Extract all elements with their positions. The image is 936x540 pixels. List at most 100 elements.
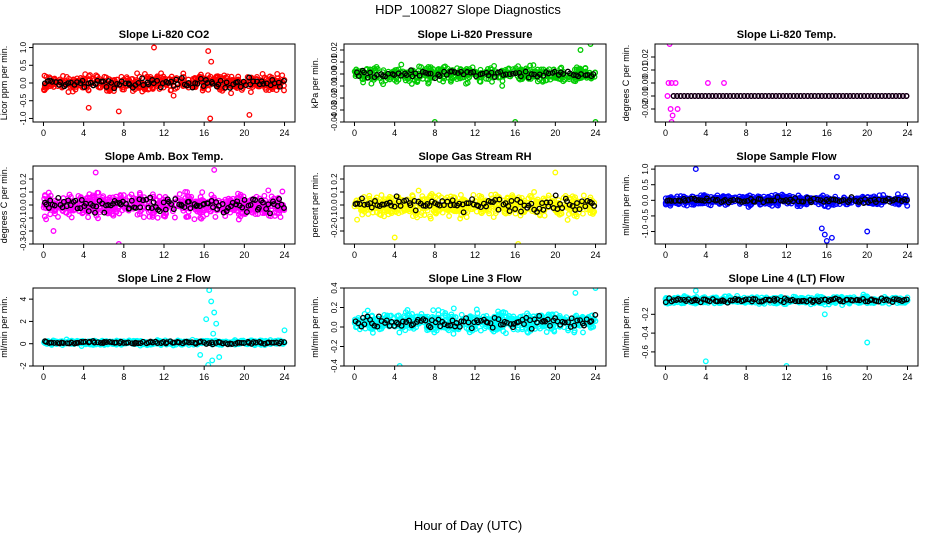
- data-point: [418, 209, 425, 216]
- data-point: [425, 79, 432, 86]
- x-tick-label: 0: [352, 250, 357, 260]
- x-tick-label: 24: [902, 128, 912, 138]
- data-point: [464, 75, 471, 82]
- data-point: [265, 187, 272, 194]
- x-tick-label: 20: [239, 128, 249, 138]
- data-point-secondary: [751, 198, 758, 205]
- data-point: [448, 75, 455, 82]
- data-point-secondary: [159, 80, 166, 87]
- data-point: [505, 313, 512, 320]
- data-point-secondary: [359, 195, 365, 202]
- x-tick-label: 16: [510, 128, 520, 138]
- data-point-secondary: [239, 204, 246, 211]
- data-point: [361, 75, 368, 82]
- data-points: [664, 44, 910, 122]
- data-point: [499, 82, 506, 89]
- data-point: [364, 307, 371, 314]
- data-point: [95, 215, 101, 222]
- data-point-secondary: [780, 93, 786, 99]
- data-point-secondary: [889, 93, 896, 99]
- panel-title: Slope Amb. Box Temp.: [105, 151, 224, 163]
- outlier-point: [823, 237, 830, 244]
- data-point-secondary: [281, 205, 287, 211]
- data-point: [478, 74, 485, 81]
- data-point: [536, 212, 543, 219]
- data-point: [587, 206, 594, 213]
- data-point: [96, 84, 103, 91]
- panel-title: Slope Li-820 CO2: [119, 29, 209, 41]
- data-point-secondary: [90, 202, 96, 209]
- y-tick-label: 1.0: [19, 41, 28, 53]
- data-point-secondary: [414, 316, 421, 323]
- data-point-secondary: [808, 199, 815, 206]
- data-point-secondary: [739, 198, 745, 205]
- data-point-secondary: [422, 317, 429, 324]
- outlier-point: [669, 112, 676, 119]
- data-point-secondary: [154, 340, 161, 346]
- data-point-secondary: [517, 199, 524, 206]
- data-point-secondary: [265, 201, 272, 208]
- data-point-secondary: [456, 200, 463, 207]
- outlier-point: [674, 106, 681, 112]
- x-tick-label: 20: [239, 250, 249, 260]
- data-point-secondary: [670, 93, 677, 99]
- data-point-secondary: [163, 339, 170, 346]
- data-point-secondary: [246, 74, 253, 81]
- data-point: [488, 191, 495, 198]
- data-point: [404, 75, 411, 82]
- y-axis-label: degrees C per min.: [0, 167, 9, 244]
- data-point-secondary: [108, 79, 115, 86]
- data-point: [128, 76, 135, 83]
- data-point-secondary: [178, 202, 185, 209]
- data-point-secondary: [270, 198, 276, 205]
- data-point: [473, 306, 480, 313]
- x-tick-label: 24: [280, 128, 290, 138]
- x-tick-label: 4: [81, 250, 86, 260]
- data-point: [543, 329, 550, 335]
- data-point-secondary: [505, 203, 512, 209]
- x-tick-label: 20: [862, 250, 872, 260]
- data-point-secondary: [74, 339, 81, 346]
- x-tick-label: 16: [822, 250, 832, 260]
- data-point-secondary: [276, 196, 283, 202]
- outlier-point: [821, 231, 828, 238]
- data-point: [560, 78, 567, 85]
- data-point-secondary: [355, 320, 362, 327]
- data-point-secondary: [103, 339, 110, 346]
- data-point-secondary: [727, 197, 734, 204]
- data-point: [219, 87, 226, 94]
- data-point-secondary: [850, 93, 857, 99]
- data-point-secondary: [800, 198, 807, 205]
- data-point: [149, 191, 156, 198]
- data-point-secondary: [797, 93, 804, 99]
- data-point-secondary: [727, 93, 733, 99]
- data-point-secondary: [426, 202, 433, 209]
- y-tick-label: 0.00: [330, 66, 339, 82]
- data-point-secondary: [126, 81, 133, 88]
- data-point-secondary: [566, 201, 573, 208]
- data-point-secondary: [794, 93, 801, 99]
- data-point-secondary: [705, 93, 712, 99]
- data-point: [374, 65, 381, 72]
- data-point: [515, 63, 522, 70]
- data-point: [580, 192, 587, 199]
- x-tick-label: 0: [663, 250, 668, 260]
- data-point-secondary: [223, 79, 230, 86]
- data-point-secondary: [281, 77, 287, 84]
- data-point-secondary: [172, 196, 179, 203]
- data-point-secondary: [252, 339, 259, 346]
- outlier-point: [665, 80, 672, 86]
- outlier-point: [203, 316, 210, 323]
- data-point-secondary: [150, 199, 157, 206]
- data-point-secondary: [65, 80, 72, 87]
- data-point-secondary: [776, 93, 783, 99]
- data-point: [830, 201, 837, 208]
- data-point-secondary: [741, 198, 748, 205]
- data-point: [438, 324, 445, 331]
- data-point-secondary: [403, 72, 410, 79]
- data-point-secondary: [217, 339, 223, 346]
- data-point: [463, 80, 469, 87]
- x-tick-label: 8: [121, 250, 126, 260]
- data-point-secondary: [403, 197, 410, 204]
- data-point-secondary: [510, 70, 516, 77]
